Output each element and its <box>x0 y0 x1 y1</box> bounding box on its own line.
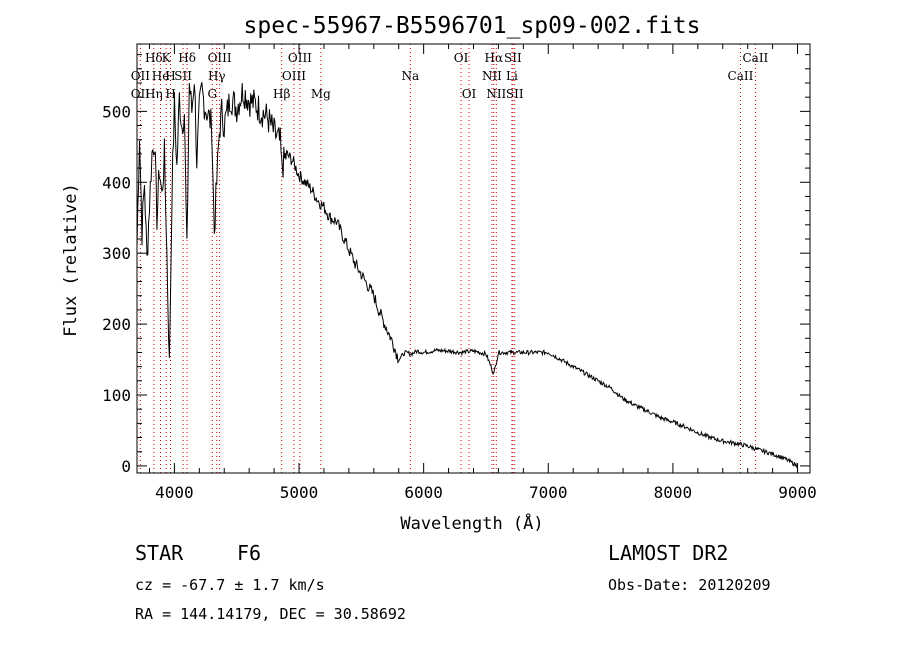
line-marker-label: Na <box>401 69 419 83</box>
y-tick-label: 200 <box>102 315 131 334</box>
line-marker-label: OII <box>131 69 151 83</box>
survey-name: LAMOST DR2 <box>608 541 728 565</box>
line-marker-label: OIII <box>282 69 306 83</box>
x-tick-label: 9000 <box>778 483 817 502</box>
flux-series-line <box>136 82 798 469</box>
line-marker-label: Hη <box>145 87 163 101</box>
line-marker-label: Hδ <box>178 51 196 65</box>
line-marker-label: H <box>165 87 175 101</box>
line-marker-label: OI <box>462 87 477 101</box>
line-marker-label: OIII <box>288 51 312 65</box>
x-tick-label: 6000 <box>404 483 443 502</box>
observation-date: Obs-Date: 20120209 <box>608 576 771 594</box>
y-tick-label: 300 <box>102 244 131 263</box>
y-tick-label: 0 <box>121 457 131 476</box>
line-marker-label: NII <box>486 87 506 101</box>
object-class: STAR <box>135 541 184 565</box>
line-marker-label: OI <box>454 51 469 65</box>
line-marker-label: Li <box>506 69 518 83</box>
redshift-velocity: cz = -67.7 ± 1.7 km/s <box>135 576 325 594</box>
line-marker-label: SII <box>506 87 524 101</box>
line-marker-label: K <box>162 51 172 65</box>
line-marker-label: Hα <box>485 51 504 65</box>
y-tick-label: 500 <box>102 102 131 121</box>
line-marker-label: H <box>165 69 175 83</box>
x-tick-label: 5000 <box>280 483 319 502</box>
line-marker-label: Hγ <box>208 69 226 83</box>
line-marker-label: CaII <box>742 51 768 65</box>
line-marker-label: Hδ <box>145 51 163 65</box>
line-marker-label: Hβ <box>273 87 290 101</box>
y-tick-label: 400 <box>102 173 131 192</box>
axes: 4000 5000 6000 7000 8000 9000 0 100 200 300 400 500 <box>102 43 817 502</box>
y-axis-label: Flux (relative) <box>61 183 81 337</box>
line-marker-label: Mg <box>311 87 331 101</box>
line-marker-label: CaII <box>728 69 754 83</box>
x-tick-label: 7000 <box>529 483 568 502</box>
line-marker-label: OII <box>131 87 151 101</box>
y-tick-label: 100 <box>102 386 131 405</box>
x-axis-label: Wavelength (Å) <box>400 512 543 534</box>
line-marker-label: OIII <box>208 51 232 65</box>
line-marker-label: NII <box>482 69 502 83</box>
line-marker-label: SII <box>174 69 192 83</box>
line-marker-label: He <box>152 69 170 83</box>
x-tick-label: 8000 <box>654 483 693 502</box>
line-marker-label: SII <box>504 51 522 65</box>
spectral-subclass: F6 <box>237 541 261 565</box>
x-tick-label: 4000 <box>155 483 194 502</box>
chart-title: spec-55967-B5596701_sp09-002.fits <box>244 13 701 39</box>
coordinates: RA = 144.14179, DEC = 30.58692 <box>135 605 406 623</box>
line-marker-label: G <box>207 87 217 101</box>
